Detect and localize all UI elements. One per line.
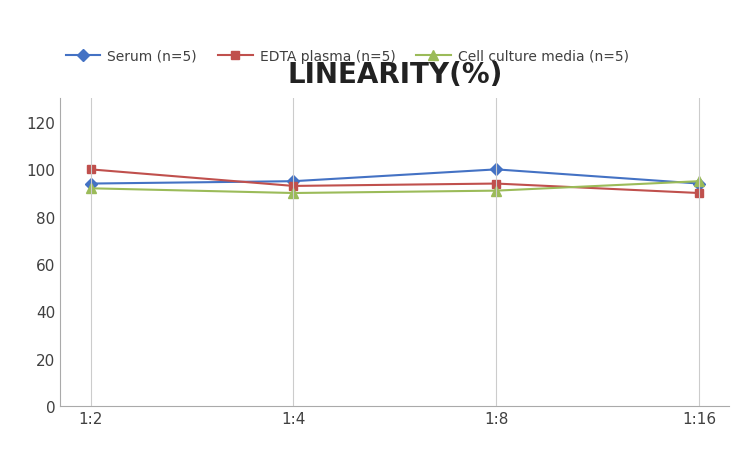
Serum (n=5)	[492, 167, 501, 173]
Cell culture media (n=5)	[86, 186, 95, 192]
EDTA plasma (n=5)	[86, 167, 95, 173]
Cell culture media (n=5)	[289, 191, 298, 196]
Serum (n=5)	[289, 179, 298, 184]
Serum (n=5)	[86, 181, 95, 187]
Serum (n=5)	[695, 181, 704, 187]
EDTA plasma (n=5)	[695, 191, 704, 196]
EDTA plasma (n=5)	[492, 181, 501, 187]
Cell culture media (n=5)	[695, 179, 704, 184]
Legend: Serum (n=5), EDTA plasma (n=5), Cell culture media (n=5): Serum (n=5), EDTA plasma (n=5), Cell cul…	[60, 44, 635, 69]
Line: Serum (n=5): Serum (n=5)	[86, 166, 703, 189]
Cell culture media (n=5)	[492, 189, 501, 194]
EDTA plasma (n=5)	[289, 184, 298, 189]
Line: Cell culture media (n=5): Cell culture media (n=5)	[86, 177, 704, 198]
Line: EDTA plasma (n=5): EDTA plasma (n=5)	[86, 166, 703, 198]
Title: LINEARITY(%): LINEARITY(%)	[287, 60, 502, 88]
